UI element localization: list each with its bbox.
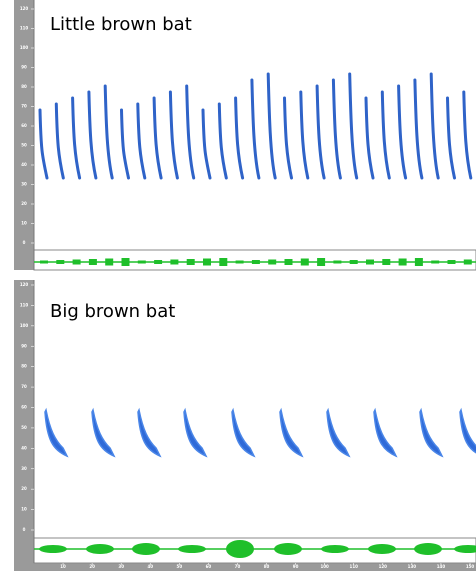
- y-tick-label: 30: [21, 466, 27, 471]
- bat-call: [250, 78, 261, 180]
- bat-call: [348, 72, 359, 180]
- x-tick-label: 90: [293, 564, 299, 569]
- y-tick-label: 100: [20, 323, 29, 328]
- y-tick-label: 30: [21, 182, 27, 187]
- bat-call: [185, 84, 196, 180]
- bat-call: [201, 108, 212, 180]
- bat-call: [120, 108, 130, 180]
- y-tick-label: 80: [21, 84, 27, 89]
- bat-call: [234, 96, 245, 180]
- x-tick-label: 50: [177, 564, 183, 569]
- y-tick-label: 0: [23, 527, 26, 532]
- x-tick-label: 120: [379, 564, 388, 569]
- x-tick-label: 130: [408, 564, 417, 569]
- waveform: [454, 545, 476, 553]
- bat-call: [183, 407, 208, 458]
- waveform: [178, 545, 206, 553]
- x-tick-label: 20: [89, 564, 95, 569]
- waveform: [132, 543, 160, 555]
- bat-call: [429, 72, 440, 180]
- bat-call: [87, 90, 98, 180]
- y-tick-label: 60: [21, 405, 27, 410]
- bat-call: [299, 90, 310, 180]
- y-tick-label: 110: [20, 302, 29, 307]
- waveform: [274, 543, 302, 555]
- waveform: [321, 545, 349, 553]
- bat-call: [459, 407, 476, 454]
- bat-call: [266, 72, 277, 180]
- bat-call: [364, 96, 375, 180]
- x-tick-label: 80: [264, 564, 270, 569]
- y-tick-label: 70: [21, 104, 27, 109]
- y-tick-label: 50: [21, 143, 27, 148]
- y-tick-label: 20: [21, 486, 27, 491]
- y-tick-label: 90: [21, 65, 27, 70]
- bat-call: [217, 102, 228, 180]
- x-tick-label: 110: [350, 564, 359, 569]
- bat-call: [91, 407, 116, 458]
- y-tick-label: 10: [21, 507, 27, 512]
- y-tick-label: 40: [21, 162, 27, 167]
- x-tick-label: 100: [320, 564, 329, 569]
- x-tick-label: 60: [206, 564, 212, 569]
- waveform: [226, 540, 254, 558]
- bat-call: [71, 96, 82, 180]
- y-tick-label: 100: [20, 45, 29, 50]
- panel-bg: [14, 280, 476, 571]
- bat-call: [397, 84, 408, 180]
- bat-call: [137, 407, 162, 458]
- y-tick-label: 50: [21, 425, 27, 430]
- y-tick-label: 70: [21, 384, 27, 389]
- panel-title: Little brown bat: [50, 14, 192, 35]
- bat-call: [103, 84, 114, 180]
- bat-call: [373, 407, 398, 458]
- bat-call: [136, 102, 147, 180]
- y-tick-label: 120: [20, 6, 29, 11]
- bat-call: [231, 407, 256, 458]
- panel-bg: [14, 0, 476, 270]
- waveform: [368, 544, 396, 554]
- x-axis-strip: [14, 563, 476, 571]
- y-tick-label: 60: [21, 123, 27, 128]
- x-tick-label: 40: [147, 564, 153, 569]
- bat-call: [283, 96, 293, 180]
- bat-call: [44, 407, 69, 458]
- y-axis-strip: [14, 0, 34, 270]
- bat-call: [446, 96, 456, 180]
- x-tick-label: 30: [118, 564, 124, 569]
- waveform: [86, 544, 114, 554]
- x-tick-label: 70: [235, 564, 241, 569]
- bat-call: [413, 78, 424, 180]
- bat-call: [331, 78, 342, 180]
- bat-call: [279, 407, 304, 458]
- bat-call: [380, 90, 391, 180]
- y-tick-label: 40: [21, 445, 27, 450]
- y-tick-label: 120: [20, 282, 29, 287]
- bat-call: [38, 108, 49, 180]
- bat-call: [152, 96, 163, 180]
- bat-call: [168, 90, 179, 180]
- waveform: [39, 545, 67, 553]
- waveform: [414, 543, 442, 555]
- bat-call: [419, 407, 444, 458]
- y-tick-label: 10: [21, 221, 27, 226]
- bat-call: [54, 102, 65, 180]
- y-tick-label: 110: [20, 26, 29, 31]
- panel-title: Big brown bat: [50, 301, 175, 322]
- bat-call: [315, 84, 326, 180]
- x-tick-label: 10: [60, 564, 66, 569]
- y-tick-label: 0: [23, 240, 26, 245]
- bat-call: [462, 90, 473, 180]
- x-tick-label: 150: [466, 564, 475, 569]
- y-tick-label: 90: [21, 343, 27, 348]
- bat-call: [326, 407, 351, 458]
- y-tick-label: 20: [21, 201, 27, 206]
- x-tick-label: 140: [437, 564, 446, 569]
- y-tick-label: 80: [21, 364, 27, 369]
- y-axis-strip: [14, 280, 34, 571]
